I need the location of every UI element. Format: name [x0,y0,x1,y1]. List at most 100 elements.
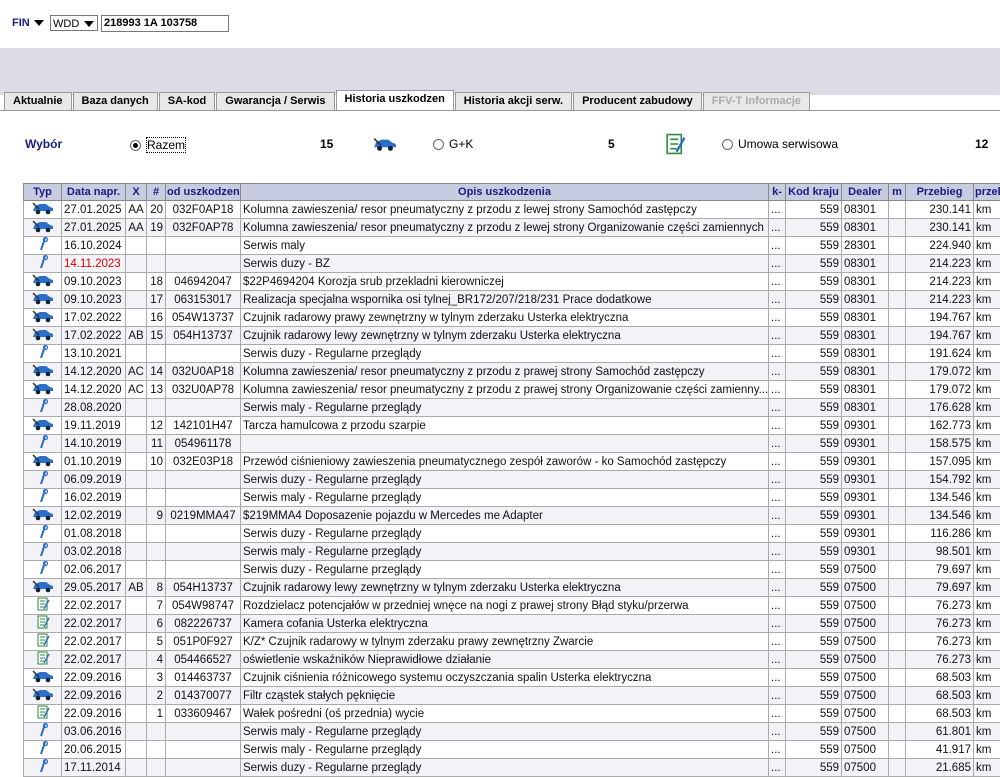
code-cell [166,759,241,777]
tab[interactable]: Historia uszkodzen [336,90,454,110]
tab[interactable]: Aktualnie [4,92,72,110]
date-cell: 14.11.2023 [62,255,126,273]
code-cell: 051P0F927 [166,633,241,651]
tab[interactable]: Gwarancja / Serwis [216,92,334,110]
type-cell [24,579,62,597]
dealer-cell: 08301 [842,273,889,291]
code-cell: 054H13737 [166,327,241,345]
column-header[interactable]: od uszkodzen [166,184,241,201]
radio-button[interactable] [130,140,141,151]
code-cell [166,723,241,741]
column-header[interactable]: Opis uszkodzenia [241,184,769,201]
date-cell: 22.02.2017 [62,633,126,651]
unit-cell: km [974,651,1000,669]
mileage-cell: 154.792 [906,471,974,489]
date-cell: 20.06.2015 [62,741,126,759]
radio-option[interactable]: Razem [130,137,186,153]
column-header[interactable]: Typ [24,184,62,201]
type-cell [24,453,62,471]
dealer-cell: 07500 [842,561,889,579]
tab[interactable]: Baza danych [73,92,158,110]
tab[interactable]: SA-kod [159,92,216,110]
code-cell [166,255,241,273]
description-cell: Kolumna zawieszenia/ resor pneumatyczny … [241,219,769,237]
vin-input[interactable]: 218993 1A 103758 [101,15,229,32]
code-cell [166,399,241,417]
column-header[interactable]: X [126,184,147,201]
tab[interactable]: Producent zabudowy [573,92,702,110]
x-cell [126,669,147,687]
option-icon [372,133,398,158]
description-cell: Serwis duzy - BZ [241,255,769,273]
more-cell: ... [769,363,786,381]
radio-option[interactable]: Umowa serwisowa [722,137,838,151]
country-cell: 559 [786,759,842,777]
mileage-cell: 98.501 [906,543,974,561]
date-cell: 06.09.2019 [62,471,126,489]
column-header[interactable]: Przebieg [906,184,974,201]
blank-cell [889,345,906,363]
date-cell: 14.10.2019 [62,435,126,453]
unit-cell: km [974,669,1000,687]
column-header[interactable]: m [889,184,906,201]
num-cell [147,723,166,741]
column-header[interactable]: przeb [974,184,1000,201]
mileage-cell: 79.697 [906,561,974,579]
radio-button[interactable] [722,139,733,150]
num-cell: 5 [147,633,166,651]
tab[interactable]: Historia akcji serw. [455,92,572,110]
column-header[interactable]: Kod kraju [786,184,842,201]
fin-dropdown[interactable]: FIN [12,17,44,29]
column-header[interactable]: k- [769,184,786,201]
prefix-select[interactable]: WDD [50,15,98,31]
type-cell [24,723,62,741]
mileage-cell: 224.940 [906,237,974,255]
more-cell: ... [769,579,786,597]
radio-option[interactable]: G+K [433,137,473,151]
unit-cell: km [974,723,1000,741]
dealer-cell: 08301 [842,255,889,273]
column-header[interactable]: Dealer [842,184,889,201]
country-cell: 559 [786,507,842,525]
country-cell: 559 [786,309,842,327]
country-cell: 559 [786,435,842,453]
column-header[interactable]: # [147,184,166,201]
mileage-cell: 158.575 [906,435,974,453]
blank-cell [889,435,906,453]
radio-button[interactable] [433,139,444,150]
column-header[interactable]: Data napr. [62,184,126,201]
x-cell [126,255,147,273]
